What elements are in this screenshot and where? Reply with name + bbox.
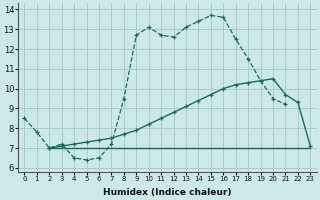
X-axis label: Humidex (Indice chaleur): Humidex (Indice chaleur) xyxy=(103,188,232,197)
